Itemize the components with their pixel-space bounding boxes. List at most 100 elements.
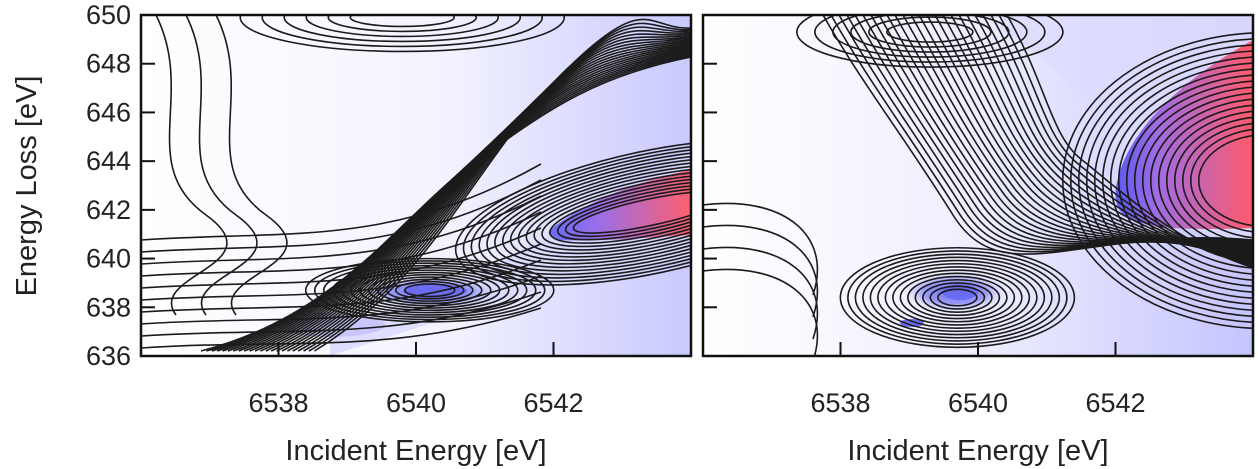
left-x-axis-title: Incident Energy [eV] bbox=[285, 435, 546, 467]
x-tick-label: 6540 bbox=[386, 388, 446, 418]
y-tick-label: 636 bbox=[86, 341, 131, 371]
contour-ring bbox=[486, 152, 691, 272]
contour-line bbox=[974, 15, 1253, 264]
contour-ring bbox=[556, 184, 691, 241]
x-tick-label: 6538 bbox=[810, 388, 870, 418]
contour-line bbox=[141, 179, 542, 253]
left-axes: 6538 6540 6542 636 638 640 642 644 646 648 650 bbox=[86, 0, 584, 418]
contour-ring bbox=[907, 275, 1008, 320]
contour-line bbox=[185, 15, 258, 316]
contour-ring bbox=[509, 163, 691, 262]
contour-ring bbox=[1133, 86, 1253, 275]
contour-ring bbox=[1117, 74, 1253, 287]
contour-ring bbox=[376, 276, 483, 305]
contour-ring bbox=[1109, 68, 1253, 293]
contour-ring bbox=[1189, 128, 1253, 233]
contour-ring bbox=[877, 262, 1038, 333]
contour-ring bbox=[349, 269, 510, 312]
contour-ring bbox=[454, 138, 691, 286]
contour-ring bbox=[331, 264, 528, 316]
contour-line bbox=[141, 307, 542, 349]
contour-line bbox=[141, 163, 542, 241]
contour-ring bbox=[868, 16, 992, 48]
contour-ring bbox=[340, 267, 519, 314]
contour-ring bbox=[1165, 110, 1253, 251]
contour-line bbox=[950, 15, 1253, 260]
right-heatmap bbox=[703, 15, 1253, 356]
contour-ring bbox=[1181, 122, 1253, 239]
contour-ring bbox=[261, 15, 544, 48]
left-panel: 6538 6540 6542 636 638 640 642 644 646 648 650 bbox=[86, 0, 693, 418]
left-heatmap bbox=[141, 15, 691, 356]
contour-ring bbox=[501, 159, 691, 265]
contour-ring bbox=[862, 256, 1053, 339]
contour-line bbox=[990, 15, 1253, 266]
y-axis-title: Energy Loss [eV] bbox=[11, 76, 43, 297]
contour-ring bbox=[832, 15, 1028, 58]
y-tick-label: 638 bbox=[86, 292, 131, 322]
contour-ring bbox=[525, 170, 691, 255]
contour-ring bbox=[1173, 116, 1253, 245]
contour-line bbox=[982, 15, 1253, 265]
contour-line bbox=[703, 268, 819, 356]
contour-line bbox=[703, 202, 819, 296]
y-tick-label: 648 bbox=[86, 49, 131, 79]
contour-ring bbox=[869, 259, 1046, 336]
contour-ring bbox=[892, 269, 1023, 326]
contour-line bbox=[703, 246, 819, 340]
y-tick-label: 646 bbox=[86, 97, 131, 127]
contour-ring bbox=[1078, 44, 1253, 318]
contour-ring bbox=[549, 180, 691, 244]
contour-ring bbox=[385, 278, 474, 302]
contour-line bbox=[215, 15, 288, 316]
contour-ring bbox=[367, 273, 492, 307]
contour-ring bbox=[541, 177, 691, 248]
contour-ring bbox=[1149, 98, 1253, 263]
contour-ring bbox=[839, 246, 1076, 349]
contour-line bbox=[141, 195, 542, 265]
contour-ring bbox=[796, 15, 1064, 68]
contour-line bbox=[942, 15, 1253, 259]
right-low-blob bbox=[900, 319, 924, 327]
contour-ring bbox=[322, 262, 537, 319]
y-tick-label: 644 bbox=[86, 146, 131, 176]
right-panel: 6538 6540 6542 bbox=[701, 13, 1255, 418]
contour-ring bbox=[470, 145, 691, 279]
contour-ring bbox=[1141, 92, 1253, 269]
contour-ring bbox=[1157, 104, 1253, 257]
contour-ring bbox=[899, 272, 1016, 323]
x-tick-label: 6538 bbox=[248, 388, 308, 418]
contour-ring bbox=[304, 257, 555, 323]
contour-ring bbox=[283, 15, 522, 43]
y-tick-label: 642 bbox=[86, 195, 131, 225]
contour-ring bbox=[349, 15, 456, 28]
contour-ring bbox=[884, 266, 1031, 329]
x-tick-label: 6542 bbox=[523, 388, 583, 418]
contour-ring bbox=[478, 149, 691, 276]
contour-ring bbox=[403, 283, 456, 298]
contour-ring bbox=[305, 15, 500, 38]
contour-ring bbox=[1101, 62, 1253, 299]
contour-ring bbox=[239, 15, 566, 53]
x-tick-label: 6540 bbox=[948, 388, 1008, 418]
contour-ring bbox=[572, 190, 691, 234]
contour-ring bbox=[394, 280, 465, 300]
contour-ring bbox=[462, 142, 691, 283]
contour-ring bbox=[886, 21, 974, 43]
contour-ring bbox=[922, 282, 993, 313]
contour-ring bbox=[850, 15, 1010, 53]
contour-ring bbox=[1062, 32, 1253, 330]
contour-ring bbox=[854, 253, 1061, 342]
contour-ring bbox=[313, 260, 546, 321]
contour-ring bbox=[814, 15, 1046, 63]
contour-ring bbox=[1125, 80, 1253, 281]
contour-line bbox=[155, 15, 228, 316]
left-contour-lines bbox=[141, 15, 691, 352]
contour-line bbox=[703, 224, 819, 318]
contour-ring bbox=[914, 278, 1001, 317]
contour-ring bbox=[937, 288, 978, 307]
contour-line bbox=[141, 275, 542, 325]
contour-ring bbox=[847, 250, 1068, 345]
contour-line bbox=[958, 15, 1253, 262]
